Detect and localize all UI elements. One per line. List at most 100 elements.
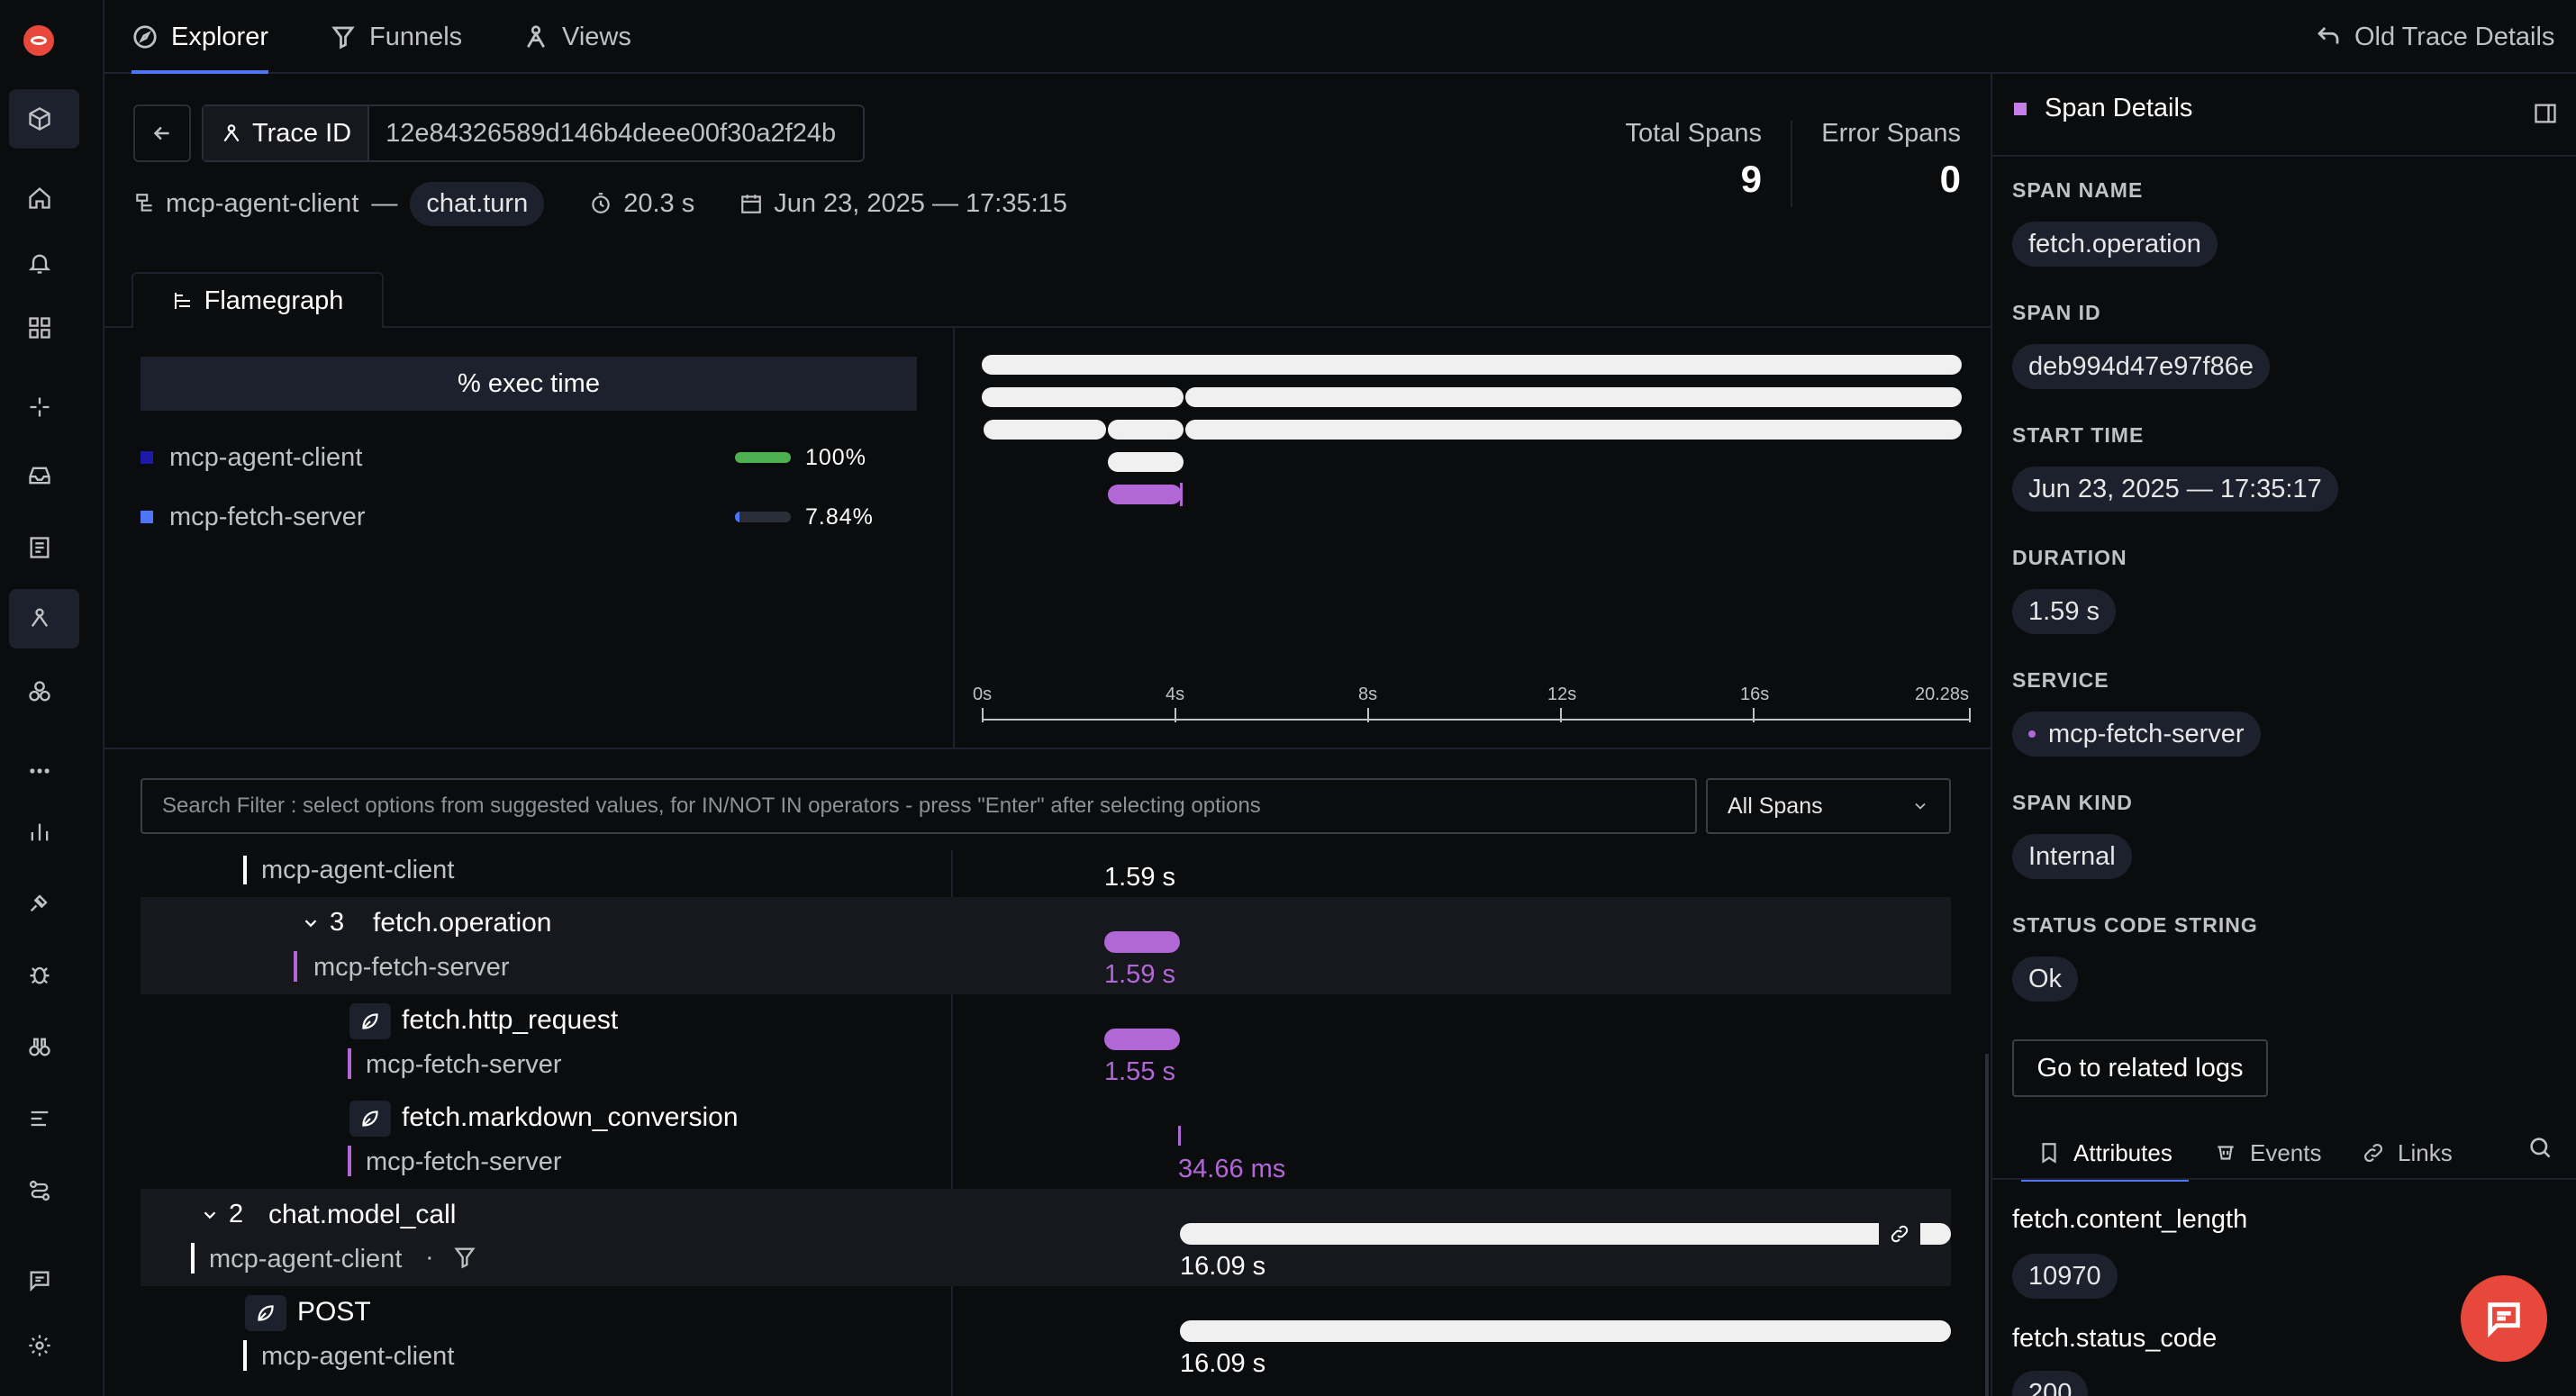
tab-funnels[interactable]: Funnels: [330, 0, 462, 74]
flame-bar[interactable]: [984, 420, 1106, 440]
infra-icon[interactable]: [27, 679, 52, 704]
trace-id-value: 12e84326589d146b4deee00f30a2f24b: [385, 118, 837, 148]
cube-icon[interactable]: [27, 106, 52, 131]
alert-icon[interactable]: [27, 250, 52, 276]
tabs-divider: [1992, 1178, 2576, 1180]
copy-link-button[interactable]: [1879, 1216, 1920, 1252]
old-trace-details-label: Old Trace Details: [2354, 22, 2555, 51]
chat-support-button[interactable]: [2461, 1275, 2547, 1362]
flame-bar[interactable]: [1108, 452, 1184, 472]
span-timeline-bar[interactable]: [1178, 1126, 1181, 1146]
span-details-title: Span Details: [2045, 94, 2193, 122]
span-service: mcp-agent-client: [261, 1342, 455, 1371]
list-icon[interactable]: [27, 1106, 52, 1131]
exec-pct: 100%: [805, 444, 866, 470]
funnel-icon[interactable]: [452, 1245, 477, 1270]
span-duration: 1.59 s: [1104, 863, 1175, 892]
views-icon: [527, 25, 545, 48]
span-name[interactable]: POST: [297, 1297, 371, 1327]
service-color-bar: [348, 1048, 351, 1079]
flame-bar-selected[interactable]: [1108, 485, 1182, 504]
span-expander[interactable]: 3: [301, 908, 344, 938]
traces-icon[interactable]: [27, 605, 52, 630]
sparkle-icon[interactable]: [27, 394, 52, 420]
flame-bar[interactable]: [982, 355, 1962, 375]
tab-events[interactable]: Events: [2214, 1126, 2322, 1180]
tab-explorer[interactable]: Explorer: [132, 0, 268, 74]
tab-funnels-label: Funnels: [369, 22, 463, 51]
root-span-pill: chat.turn: [410, 181, 545, 226]
message-icon[interactable]: [27, 1268, 52, 1293]
trace-id-box[interactable]: Trace ID 12e84326589d146b4deee00f30a2f24…: [202, 104, 865, 162]
trace-duration: 20.3 s: [623, 188, 695, 218]
trace-id-label-box: Trace ID: [204, 106, 370, 160]
compass-icon: [133, 25, 157, 49]
axis-tick: [1175, 708, 1176, 722]
leaf-span-icon: [245, 1295, 286, 1331]
home-icon[interactable]: [27, 186, 52, 211]
go-to-related-logs-button[interactable]: Go to related logs: [2012, 1039, 2268, 1097]
exec-service-name: mcp-agent-client: [169, 442, 363, 472]
settings-icon[interactable]: [27, 1333, 52, 1358]
old-trace-details-link[interactable]: Old Trace Details: [2315, 0, 2554, 74]
span-name[interactable]: fetch.operation: [373, 908, 552, 938]
bug-icon[interactable]: [27, 962, 52, 987]
scrollbar[interactable]: [1985, 1054, 1989, 1396]
tab-links[interactable]: Links: [2362, 1126, 2453, 1180]
leaf-span-icon: [349, 1003, 391, 1039]
span-timeline-bar[interactable]: [1180, 1320, 1951, 1342]
bar-chart-icon[interactable]: [27, 820, 52, 845]
field-label: SPAN KIND: [2012, 791, 2133, 814]
exec-service-name: mcp-fetch-server: [169, 502, 366, 531]
nav-traces-active-bg: [9, 589, 79, 648]
attribute-key: fetch.status_code: [2012, 1324, 2218, 1353]
undo-icon: [2317, 27, 2339, 44]
exec-service-row: mcp-fetch-server 7.84%: [141, 497, 897, 537]
span-type-select-value: All Spans: [1728, 793, 1823, 819]
pipelines-icon[interactable]: [27, 1178, 52, 1203]
plug-icon[interactable]: [27, 890, 52, 915]
span-timeline-bar[interactable]: [1180, 1223, 1951, 1245]
flame-bar[interactable]: [1185, 420, 1962, 440]
search-filter-input[interactable]: [141, 778, 1697, 834]
span-type-select[interactable]: All Spans: [1706, 778, 1951, 834]
more-icon[interactable]: [27, 758, 52, 784]
service-color-bar: [294, 951, 297, 982]
flame-bar[interactable]: [1108, 420, 1184, 440]
span-service: mcp-agent-client: [209, 1245, 403, 1274]
binoculars-icon[interactable]: [27, 1034, 52, 1059]
tab-attributes[interactable]: Attributes: [2021, 1126, 2189, 1182]
span-timeline-bar[interactable]: [1104, 931, 1180, 953]
grid-icon[interactable]: [27, 315, 52, 340]
collapse-panel-icon[interactable]: [2533, 101, 2558, 126]
span-timeline-bar[interactable]: [1104, 1029, 1180, 1050]
tab-flamegraph[interactable]: Flamegraph: [132, 272, 384, 328]
stat-divider: [1791, 121, 1792, 207]
back-button[interactable]: [133, 104, 191, 162]
flame-bar[interactable]: [1185, 387, 1962, 407]
attribute-value: 10970: [2012, 1254, 2118, 1299]
field-value: mcp-fetch-server: [2048, 719, 2245, 748]
service-icon: [136, 194, 152, 212]
exec-pct: 7.84%: [805, 503, 874, 530]
axis-tick: [982, 708, 984, 722]
field-value: 1.59 s: [2012, 589, 2116, 634]
flame-bar-marker: [1180, 483, 1183, 506]
span-name[interactable]: fetch.http_request: [402, 1005, 619, 1035]
field-label: SERVICE: [2012, 668, 2109, 692]
span-name[interactable]: chat.model_call: [268, 1200, 457, 1229]
logs-icon[interactable]: [27, 535, 52, 560]
axis-tick-label: 8s: [1358, 684, 1378, 704]
tab-views[interactable]: Views: [522, 0, 631, 74]
search-icon[interactable]: [2527, 1135, 2553, 1160]
logo-icon[interactable]: [23, 25, 54, 56]
span-duration: 16.09 s: [1180, 1349, 1266, 1378]
span-service: mcp-fetch-server: [366, 1050, 562, 1079]
span-name[interactable]: fetch.markdown_conversion: [402, 1102, 739, 1132]
flame-bar[interactable]: [982, 387, 1184, 407]
span-service: mcp-fetch-server: [366, 1147, 562, 1176]
table-row-selected[interactable]: [141, 897, 1951, 994]
trace-timestamp: Jun 23, 2025 — 17:35:15: [774, 188, 1067, 218]
span-expander[interactable]: 2: [200, 1200, 243, 1229]
inbox-icon[interactable]: [27, 463, 52, 488]
